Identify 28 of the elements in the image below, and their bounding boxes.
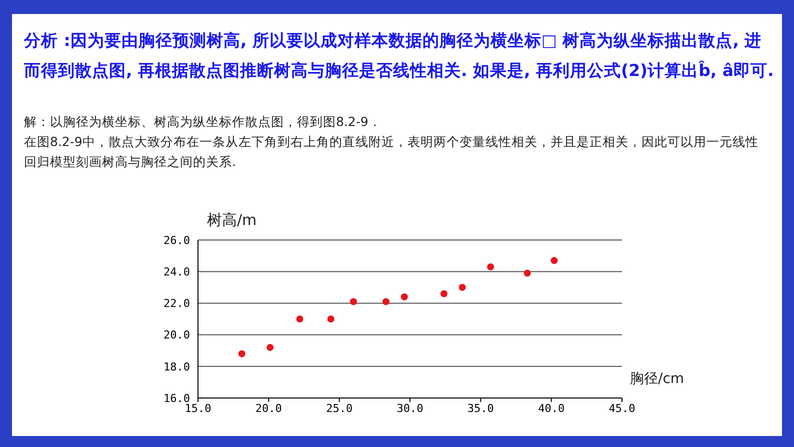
- y-tick-label: 20.0: [164, 328, 190, 342]
- point: [327, 316, 334, 322]
- point: [440, 290, 448, 298]
- x-tick-label: 20.0: [255, 402, 282, 415]
- point: [296, 316, 304, 322]
- y-tick-label: 18.0: [164, 360, 190, 374]
- x-tick-label: 30.0: [396, 402, 424, 415]
- text: 解：以胸径为横坐标、树高为纵坐标作散点图，得到图8.2-9．: [24, 113, 382, 131]
- point: [266, 344, 274, 351]
- x-tick-label: 45.0: [608, 402, 636, 415]
- point: [382, 298, 390, 306]
- text: 在图8.2-9中，散点大致分布在一条从左下角到右上角的直线附近，表明两个变量线性相关，并且是正相关，因此可以用一元线性回归模型刻画树高与胸径之间的关系.: [24, 133, 759, 171]
- y-tick-label: 22.0: [164, 297, 190, 310]
- point: [487, 263, 494, 270]
- point: [524, 270, 531, 277]
- point: [550, 257, 558, 264]
- y-tick-label: 24.0: [164, 266, 190, 279]
- point: [238, 350, 246, 358]
- point: [458, 284, 466, 291]
- y-tick-label: 26.0: [164, 234, 190, 247]
- point: [400, 293, 408, 300]
- x-tick-label: 35.0: [467, 402, 494, 415]
- x-axis-title: 胸径/cm: [630, 370, 684, 388]
- y-axis-title: 树高/m: [207, 211, 257, 230]
- chart-title: 分析 :因为要由胸径预测树高, 所以要以成对样本数据的胸径为横坐标□ 树高为纵坐标描出散点, 进而得到散点图, 再根据散点图推断树高与胸径是否线性相关. 如果是, 再利用公式(2)计算出b̂, â即可.: [24, 30, 774, 82]
- x-tick-label: 40.0: [538, 402, 565, 415]
- x-tick-label: 25.0: [326, 402, 353, 415]
- point: [350, 298, 357, 306]
